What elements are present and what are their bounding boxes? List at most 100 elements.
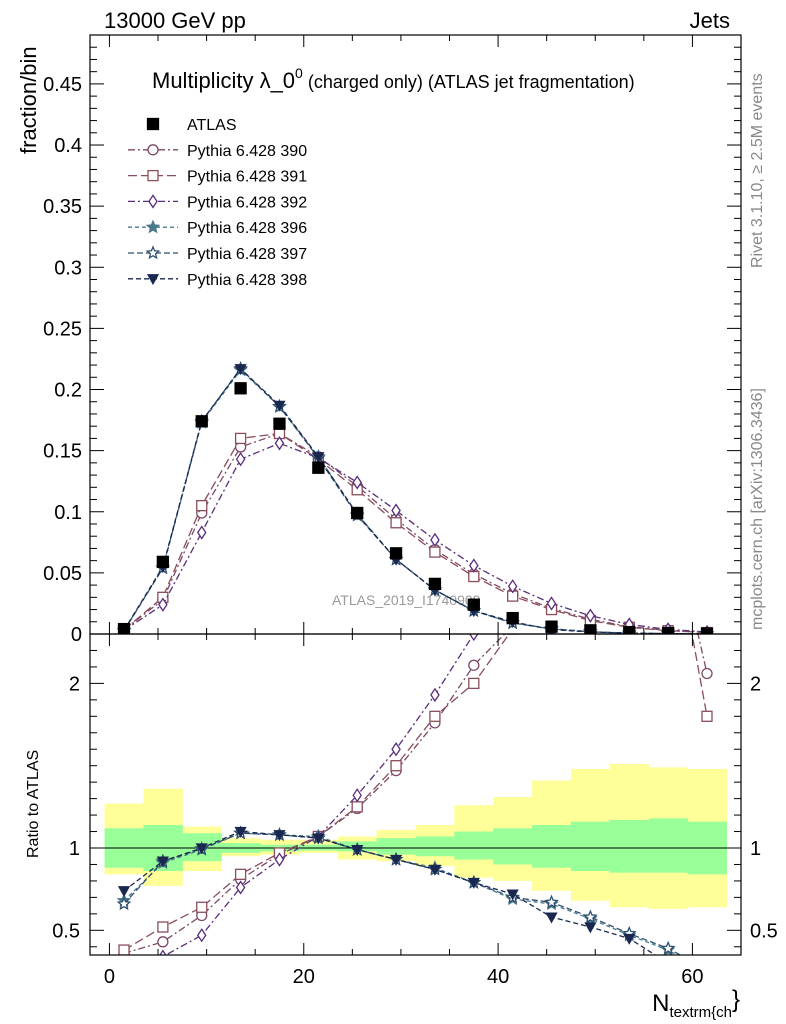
ratio-tick-label-left: 1 <box>69 838 80 860</box>
legend-entry: Pythia 6.428 391 <box>128 169 307 186</box>
chart-title-sup: 0 <box>295 65 303 81</box>
data-point <box>351 506 364 520</box>
legend-entry: Pythia 6.428 392 <box>128 194 307 211</box>
data-point <box>389 547 403 560</box>
data-point <box>196 525 207 540</box>
legend-marker <box>147 169 159 182</box>
ratio-point <box>545 912 558 924</box>
data-point <box>235 452 246 467</box>
ratio-point <box>312 833 325 845</box>
ratio-point <box>389 854 403 866</box>
y-axis-label: fraction/bin <box>16 46 41 154</box>
data-point <box>623 626 636 634</box>
ratio-point <box>391 742 401 757</box>
series-pythia-6-428-392 <box>119 436 712 634</box>
data-point <box>469 558 479 573</box>
y-tick-label: 0.25 <box>43 318 82 340</box>
data-point <box>467 598 480 611</box>
legend-label: Pythia 6.428 390 <box>187 143 307 160</box>
legend-label: Pythia 6.428 391 <box>187 169 307 186</box>
ratio-point <box>660 940 676 955</box>
ratio-tick-label-left: 0.5 <box>52 920 80 942</box>
x-tick-label: 0 <box>104 966 115 988</box>
chart-title-main: Multiplicity λ_0 <box>152 68 295 93</box>
series-line <box>123 432 708 634</box>
legend-entry: ATLAS <box>146 117 237 134</box>
data-point <box>273 417 286 430</box>
ratio-tick-label-right: 1 <box>750 838 761 860</box>
legend-marker <box>147 144 159 156</box>
data-point <box>312 452 325 464</box>
data-point <box>390 517 402 529</box>
band-green-bin <box>454 831 494 860</box>
axes: 0 20 40 6000.050.10.150.20.250.30.350.40.45… <box>43 35 778 988</box>
ratio-frame <box>89 633 742 956</box>
side-label-bottom: mcplots.cern.ch [arXiv:1306.3436] <box>749 388 766 630</box>
ratio-point <box>701 667 713 680</box>
y-tick-label: 0.35 <box>43 196 82 218</box>
data-point <box>158 597 168 612</box>
ratio-point <box>428 864 442 876</box>
ratio-point <box>467 877 480 889</box>
band-green-bin <box>493 828 533 865</box>
ratio-point <box>196 901 208 913</box>
header-left: 13000 GeV pp <box>104 8 246 33</box>
data-point <box>195 415 208 428</box>
ratio-tick-label-left: 2 <box>69 673 80 695</box>
legend-label: Pythia 6.428 396 <box>187 220 307 237</box>
ratio-line <box>123 832 679 955</box>
main-series <box>116 361 715 634</box>
band-green-bin <box>648 818 689 873</box>
ratio-point <box>701 710 713 722</box>
ratio-point <box>352 788 362 803</box>
data-point <box>661 626 675 634</box>
ratio-y-axis-label: Ratio to ATLAS <box>25 750 42 858</box>
ratio-point <box>351 801 363 813</box>
legend-label: Pythia 6.428 398 <box>187 272 307 289</box>
y-tick-label: 0 <box>71 624 82 646</box>
ratio-point <box>117 886 131 898</box>
ratio-point <box>195 843 208 855</box>
ratio-point <box>623 933 636 945</box>
data-point <box>506 611 519 625</box>
ratio-line <box>123 634 708 955</box>
x-axis-label-close: } <box>732 986 740 1013</box>
y-tick-label: 0.3 <box>54 257 82 279</box>
legend-label: Pythia 6.428 397 <box>187 246 307 263</box>
ratio-point <box>118 944 130 955</box>
x-tick-label: 20 <box>293 966 315 988</box>
band-green-bin <box>609 820 650 873</box>
ratio-point <box>156 856 169 868</box>
data-point <box>584 624 597 634</box>
y-tick-label: 0.45 <box>43 74 82 96</box>
ratio-point <box>234 826 247 838</box>
data-point <box>430 532 440 548</box>
data-point <box>352 475 362 490</box>
y-tick-label: 0.2 <box>54 380 82 402</box>
ratio-point <box>390 760 402 772</box>
data-point <box>546 596 557 611</box>
y-tick-label: 0.15 <box>43 441 82 463</box>
ratio-point <box>234 868 247 880</box>
data-point <box>312 461 325 474</box>
x-axis-label-main: N <box>652 990 669 1017</box>
ratio-bands <box>104 764 727 909</box>
legend-marker <box>146 117 160 131</box>
data-point <box>429 546 441 558</box>
ratio-series <box>116 634 713 955</box>
ratio-point <box>584 922 597 934</box>
band-green-bin <box>376 838 416 855</box>
ratio-point <box>429 710 441 722</box>
ratio-tick-label-right: 2 <box>750 673 761 695</box>
data-point <box>234 382 247 395</box>
ratio-point <box>351 844 364 856</box>
side-label-top: Rivet 3.1.10, ≥ 2.5M events <box>749 73 766 268</box>
ratio-point <box>157 936 169 948</box>
y-tick-label: 0.1 <box>54 502 82 524</box>
data-point <box>234 364 247 376</box>
legend-marker <box>146 274 160 286</box>
series-atlas <box>117 382 714 634</box>
data-point <box>274 436 285 451</box>
x-tick-label: 60 <box>681 966 703 988</box>
legend-entry: Pythia 6.428 398 <box>128 272 307 289</box>
